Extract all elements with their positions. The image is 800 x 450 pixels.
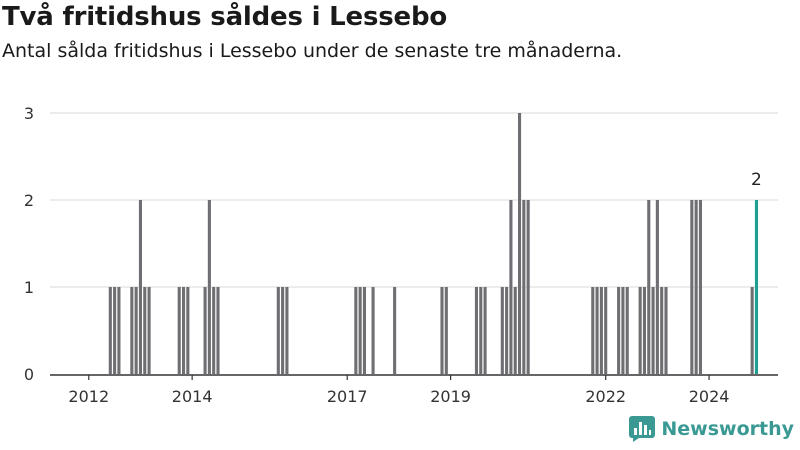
bar: [117, 287, 121, 374]
bar: [134, 287, 138, 374]
bar: [393, 287, 397, 374]
brand-name: Newsworthy: [661, 418, 794, 440]
bar: [509, 200, 513, 374]
bar: [595, 287, 599, 374]
bar: [599, 287, 603, 374]
x-tick-label: 2022: [585, 387, 626, 406]
bar: [285, 287, 289, 374]
bar: [203, 287, 207, 374]
bar: [617, 287, 621, 374]
labels: 0 1 2 3 2012 2014 2017 2019 2022 2024 2: [24, 104, 762, 406]
newsworthy-logo: Newsworthy: [629, 416, 794, 442]
bar: [664, 287, 668, 374]
bar: [138, 200, 143, 374]
bar: [479, 287, 483, 374]
y-tick-label: 1: [24, 278, 34, 297]
bar: [440, 287, 444, 374]
bar: [371, 287, 375, 374]
bar: [147, 287, 151, 374]
x-tick-label: 2019: [430, 387, 471, 406]
axes: [50, 374, 778, 380]
bar: [591, 287, 595, 374]
y-tick-label: 3: [24, 104, 34, 123]
bar: [690, 200, 694, 374]
bar: [517, 113, 522, 374]
bar: [698, 200, 703, 374]
bar: [513, 287, 517, 374]
x-tick-label: 2014: [172, 387, 213, 406]
chart-subtitle: Antal sålda fritidshus i Lessebo under d…: [2, 40, 623, 62]
bar: [276, 287, 280, 374]
bar: [216, 287, 220, 374]
bar: [181, 287, 186, 374]
highlight-bar: [754, 200, 759, 374]
bar: [526, 200, 530, 374]
y-tick-label: 0: [24, 365, 34, 384]
bar: [651, 287, 655, 374]
x-tick-label: 2012: [68, 387, 109, 406]
bar: [505, 287, 509, 374]
bars: [108, 113, 759, 374]
bar: [625, 287, 629, 374]
bar: [647, 200, 651, 374]
bar: [660, 287, 664, 374]
bar: [362, 287, 367, 374]
bar: [642, 287, 647, 374]
bar: [474, 287, 479, 374]
bar: [212, 287, 216, 374]
y-tick-label: 2: [24, 191, 34, 210]
bar: [694, 200, 698, 374]
bar: [638, 287, 642, 374]
chart-title: Två fritidshus såldes i Lessebo: [2, 2, 448, 32]
bar: [113, 287, 117, 374]
bar-chart-logo-icon: [629, 416, 656, 442]
gridlines: [50, 112, 778, 288]
bar: [483, 287, 487, 374]
bar: [444, 287, 448, 374]
bar: [130, 287, 134, 374]
bar: [108, 287, 112, 374]
bar: [354, 287, 358, 374]
x-tick-label: 2017: [327, 387, 368, 406]
bar: [143, 287, 147, 374]
bar: [522, 200, 526, 374]
bar: [186, 287, 190, 374]
bar: [358, 287, 362, 374]
bar: [177, 287, 181, 374]
highlight-value-label: 2: [751, 170, 762, 190]
bar: [750, 287, 754, 374]
bar: [281, 287, 285, 374]
bar: [500, 287, 504, 374]
bar: [604, 287, 608, 374]
bar: [621, 287, 625, 374]
bar: [207, 200, 211, 374]
x-tick-label: 2024: [689, 387, 730, 406]
bar: [655, 200, 659, 374]
